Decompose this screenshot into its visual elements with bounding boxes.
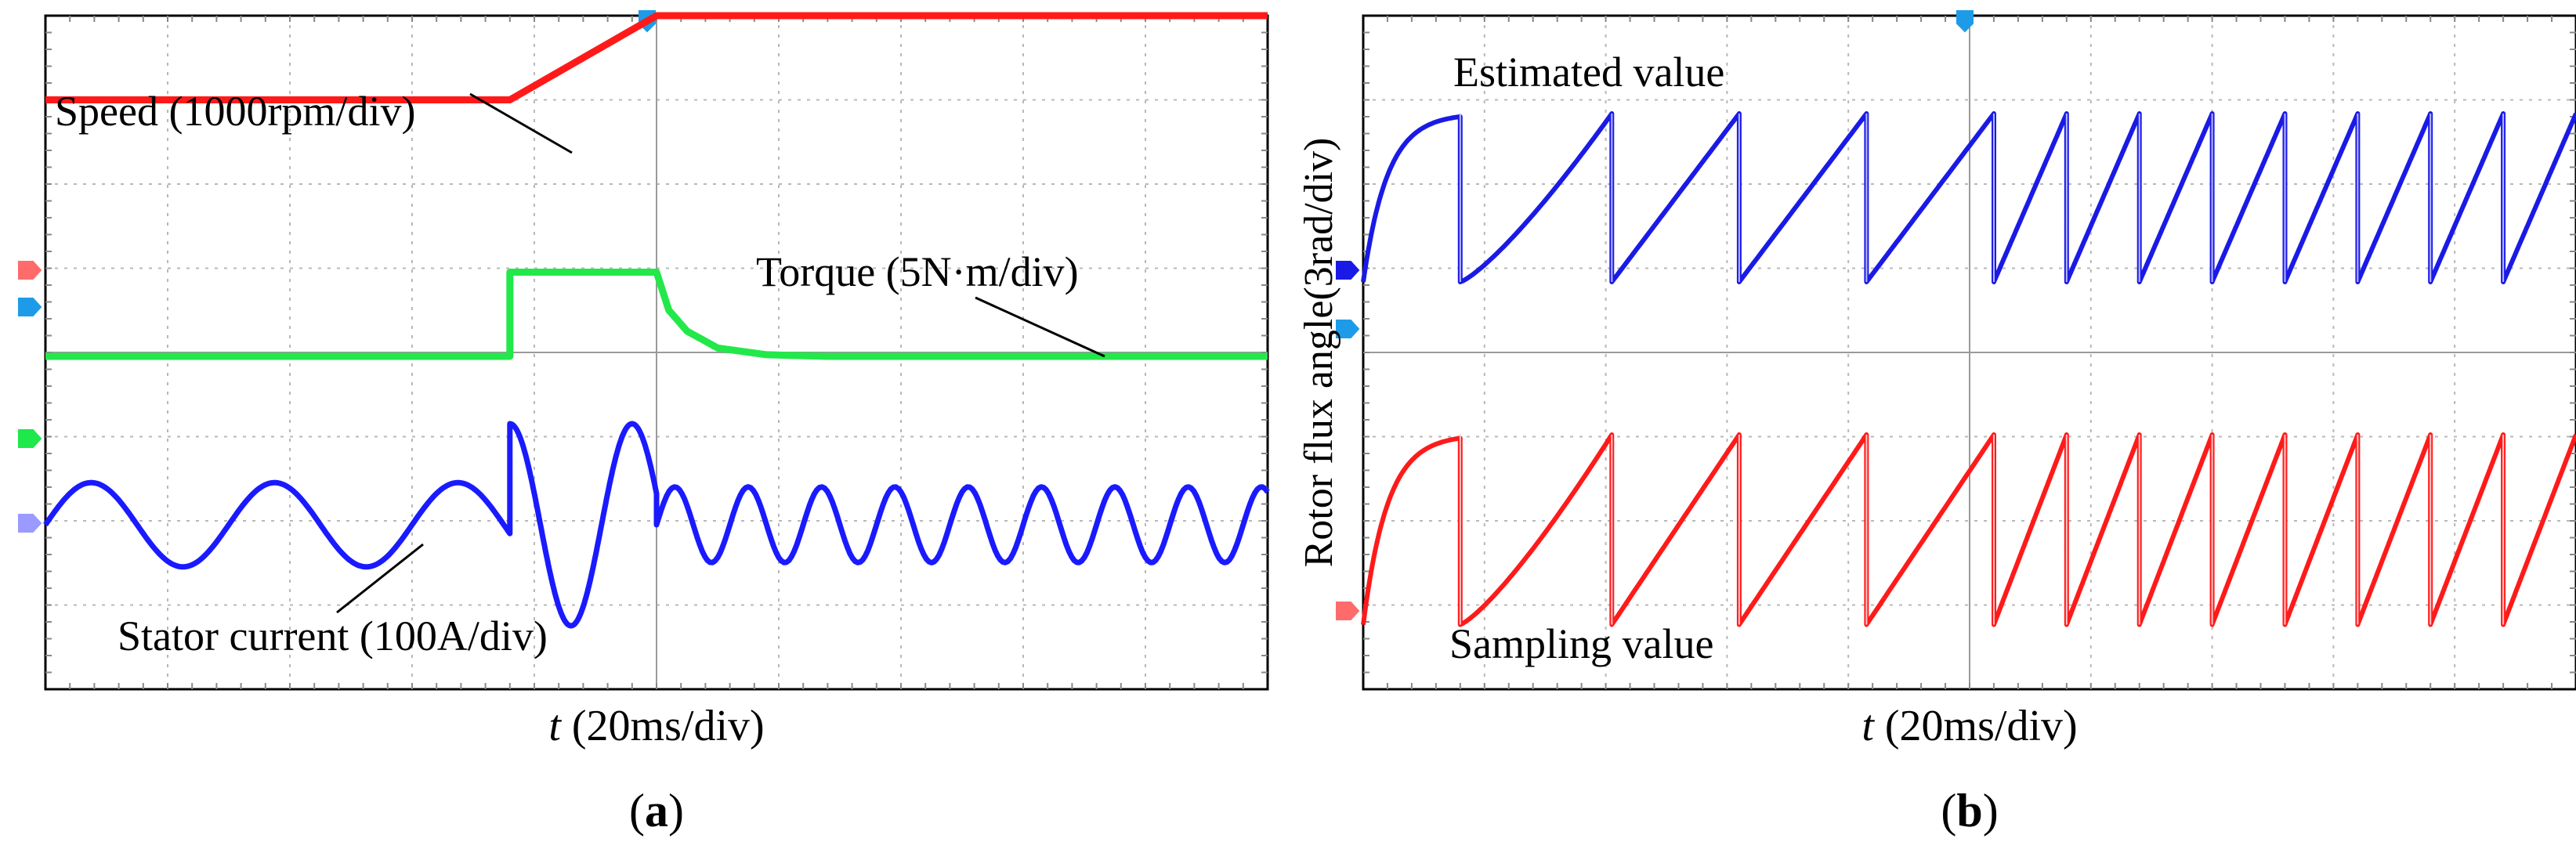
channel-3-marker-icon bbox=[1336, 602, 1360, 620]
panel-b-y-axis-label: Rotor flux angle(3rad/div) bbox=[1297, 138, 1341, 568]
panel-b-channel-markers bbox=[1336, 10, 1974, 620]
estimated-value-trace bbox=[1361, 111, 2576, 284]
panel-b-x-axis-label: t (20ms/div) bbox=[1861, 702, 2077, 750]
panel-b-grid bbox=[1363, 16, 2576, 689]
panel-a-x-axis-label: t (20ms/div) bbox=[548, 702, 764, 750]
panel-b: Estimated value Sampling value Rotor flu… bbox=[1297, 10, 2576, 836]
channel-4-marker-icon bbox=[18, 514, 42, 533]
current-annotation: Stator current (100A/div) bbox=[118, 612, 548, 659]
panel-a-channel-markers bbox=[18, 10, 656, 533]
panel-b-letter: b bbox=[1956, 785, 1982, 836]
channel-3-marker-icon bbox=[18, 429, 42, 448]
channel-2-marker-icon bbox=[1336, 320, 1360, 338]
torque-trace bbox=[45, 269, 1268, 360]
panel-a-letter: a bbox=[645, 785, 668, 836]
torque-annotation: Torque (5N·m/div) bbox=[756, 248, 1079, 295]
panel-a-label: (a) bbox=[629, 785, 684, 836]
panel-b-x-axis-var: t bbox=[1861, 702, 1875, 750]
stator-current-trace bbox=[43, 421, 1270, 629]
sampling-value-trace bbox=[1361, 432, 2576, 627]
speed-leader-line bbox=[469, 92, 573, 154]
speed-annotation: Speed (1000rpm/div) bbox=[55, 88, 415, 135]
panel-b-label: (b) bbox=[1941, 785, 1998, 836]
speed-trace bbox=[45, 12, 1268, 103]
channel-2-marker-icon bbox=[18, 298, 42, 316]
channel-1-marker-icon bbox=[18, 261, 42, 280]
sampling-annotation: Sampling value bbox=[1449, 620, 1713, 667]
current-leader-line bbox=[336, 543, 424, 614]
estimated-annotation: Estimated value bbox=[1453, 49, 1724, 96]
panel-a-grid bbox=[45, 16, 1268, 689]
channel-1-marker-icon bbox=[1336, 261, 1360, 280]
torque-leader-line bbox=[975, 296, 1105, 358]
panel-b-x-axis-unit: (20ms/div) bbox=[1874, 702, 2078, 750]
trigger-marker-icon bbox=[1956, 10, 1974, 33]
panel-a-x-axis-var: t bbox=[548, 702, 562, 750]
panel-a-x-axis-unit: (20ms/div) bbox=[561, 702, 765, 750]
panel-a: Speed (1000rpm/div) Torque (5N·m/div) St… bbox=[18, 10, 1270, 836]
